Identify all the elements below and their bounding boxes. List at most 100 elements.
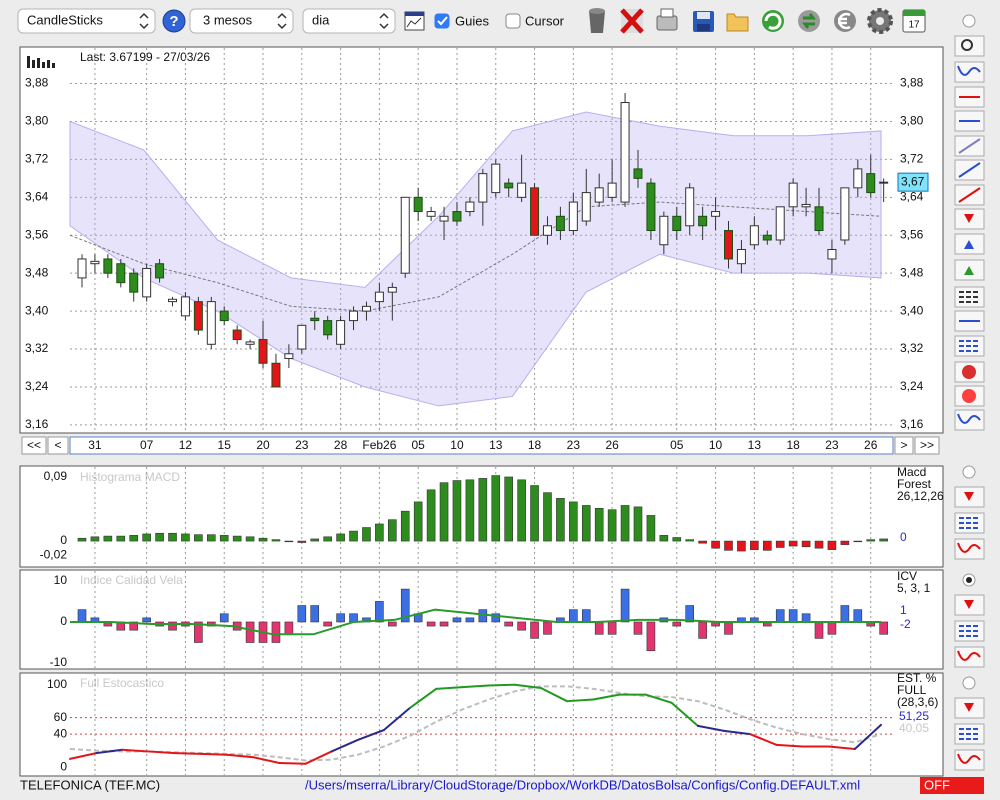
icv-bar bbox=[530, 621, 539, 639]
icv-bar bbox=[633, 621, 643, 635]
date-label: 28 bbox=[334, 438, 348, 452]
candle-body bbox=[711, 211, 721, 217]
macd-legend: Forest bbox=[897, 477, 932, 491]
date-label: 05 bbox=[670, 438, 684, 452]
candle-body bbox=[155, 263, 165, 279]
chart-icon[interactable] bbox=[404, 11, 425, 31]
save-icon[interactable] bbox=[693, 11, 714, 32]
candle-body bbox=[840, 187, 850, 241]
icv-bar bbox=[219, 613, 229, 623]
candle-body bbox=[517, 182, 527, 198]
refresh-icon[interactable] bbox=[762, 10, 784, 32]
candle-body bbox=[271, 362, 281, 388]
candle-body bbox=[827, 248, 837, 260]
macd-bar bbox=[478, 478, 488, 542]
macd-bar bbox=[77, 537, 87, 542]
macd-bar bbox=[659, 535, 669, 542]
trash-icon[interactable] bbox=[589, 8, 605, 33]
stoch-main-segment bbox=[147, 750, 176, 755]
macd-bar bbox=[284, 540, 294, 543]
print-icon[interactable] bbox=[656, 8, 678, 31]
candle-body bbox=[594, 187, 604, 203]
macd-bar bbox=[168, 532, 177, 542]
chart-type-select[interactable] bbox=[17, 8, 156, 34]
icv-tick-label: 0 bbox=[60, 614, 67, 628]
help-button[interactable] bbox=[162, 9, 186, 33]
stoch-main-segment bbox=[696, 724, 726, 732]
calendar-day: 17 bbox=[908, 20, 920, 31]
macd-bar bbox=[775, 540, 785, 548]
check-mark bbox=[437, 16, 448, 26]
tool-glyph bbox=[959, 728, 980, 740]
stoch-legend: FULL bbox=[897, 683, 927, 697]
candle-body bbox=[801, 203, 811, 208]
macd-bar bbox=[762, 540, 772, 551]
sync-icon[interactable] bbox=[798, 10, 820, 32]
macd-bar bbox=[698, 540, 707, 544]
period-text: 3 mesos bbox=[203, 12, 253, 27]
tool-button[interactable] bbox=[954, 35, 985, 57]
tool-glyph bbox=[962, 389, 976, 403]
status-box[interactable] bbox=[920, 777, 984, 794]
stoch-main-segment bbox=[304, 750, 333, 765]
chart-type-text: CandleSticks bbox=[27, 12, 103, 27]
icv-title: Indice Calidad Vela bbox=[80, 573, 183, 587]
icv-bar bbox=[323, 621, 332, 627]
macd-bar bbox=[413, 501, 423, 542]
select-chevron bbox=[379, 12, 389, 30]
stoch-main-segment bbox=[356, 729, 385, 741]
macd-bar bbox=[465, 479, 475, 542]
stoch-main-segment bbox=[827, 745, 856, 750]
icv-bar bbox=[194, 621, 203, 643]
macd-bar bbox=[685, 539, 695, 542]
candle-body bbox=[168, 298, 178, 303]
candle-body bbox=[387, 286, 397, 293]
candle-body bbox=[762, 234, 772, 241]
candle-body bbox=[853, 168, 863, 189]
currency-icon[interactable] bbox=[834, 10, 856, 32]
nav-last-button[interactable] bbox=[914, 436, 940, 455]
panel-radio[interactable] bbox=[962, 676, 976, 690]
price-tick-left: 3,64 bbox=[25, 190, 49, 204]
cursor-checkbox[interactable] bbox=[505, 13, 521, 29]
icv-bar bbox=[853, 609, 863, 623]
panel-radio[interactable] bbox=[962, 465, 976, 479]
candle-body bbox=[232, 329, 242, 341]
nav-first-button[interactable] bbox=[21, 436, 47, 455]
icv-bar bbox=[788, 609, 798, 623]
macd-tick-label: 0 bbox=[60, 533, 67, 547]
price-tick-right: 3,80 bbox=[900, 114, 924, 128]
date-label: 26 bbox=[605, 438, 619, 452]
candle-body bbox=[879, 181, 889, 184]
delete-icon[interactable] bbox=[620, 8, 644, 34]
nav-prev-button[interactable] bbox=[47, 436, 69, 455]
config-path[interactable]: /Users/mserra/Library/CloudStorage/Dropb… bbox=[305, 777, 860, 792]
price-panel bbox=[19, 46, 944, 434]
interval-select[interactable] bbox=[302, 8, 396, 34]
candle-body bbox=[775, 206, 785, 241]
macd-bar bbox=[581, 505, 591, 542]
calendar-icon[interactable] bbox=[902, 9, 926, 33]
period-select[interactable] bbox=[189, 8, 294, 34]
price-tick-left: 3,32 bbox=[25, 341, 49, 355]
price-tick-right: 3,40 bbox=[900, 303, 924, 317]
last-quote: Last: 3.67199 - 27/03/26 bbox=[80, 50, 210, 64]
macd-bar bbox=[866, 539, 876, 542]
toolbar: CandleSticks ? 3 mesos dia Guies Cursor … bbox=[17, 8, 926, 34]
candle-body bbox=[724, 230, 733, 260]
candle-body bbox=[646, 182, 656, 232]
macd-bar bbox=[439, 482, 449, 542]
guides-checkbox[interactable] bbox=[434, 13, 450, 29]
open-icon[interactable] bbox=[726, 13, 749, 32]
macd-bar bbox=[297, 540, 307, 543]
date-strip[interactable] bbox=[69, 436, 894, 455]
panel-radio[interactable] bbox=[962, 14, 976, 28]
macd-legend: 26,12,26 bbox=[897, 489, 944, 503]
stoch-main-segment bbox=[487, 683, 516, 687]
candle-body bbox=[245, 341, 255, 345]
settings-icon[interactable] bbox=[867, 8, 893, 34]
macd-bar bbox=[737, 540, 746, 552]
candle-body bbox=[504, 182, 514, 189]
nav-next-button[interactable] bbox=[894, 436, 914, 455]
macd-bar bbox=[452, 480, 462, 542]
